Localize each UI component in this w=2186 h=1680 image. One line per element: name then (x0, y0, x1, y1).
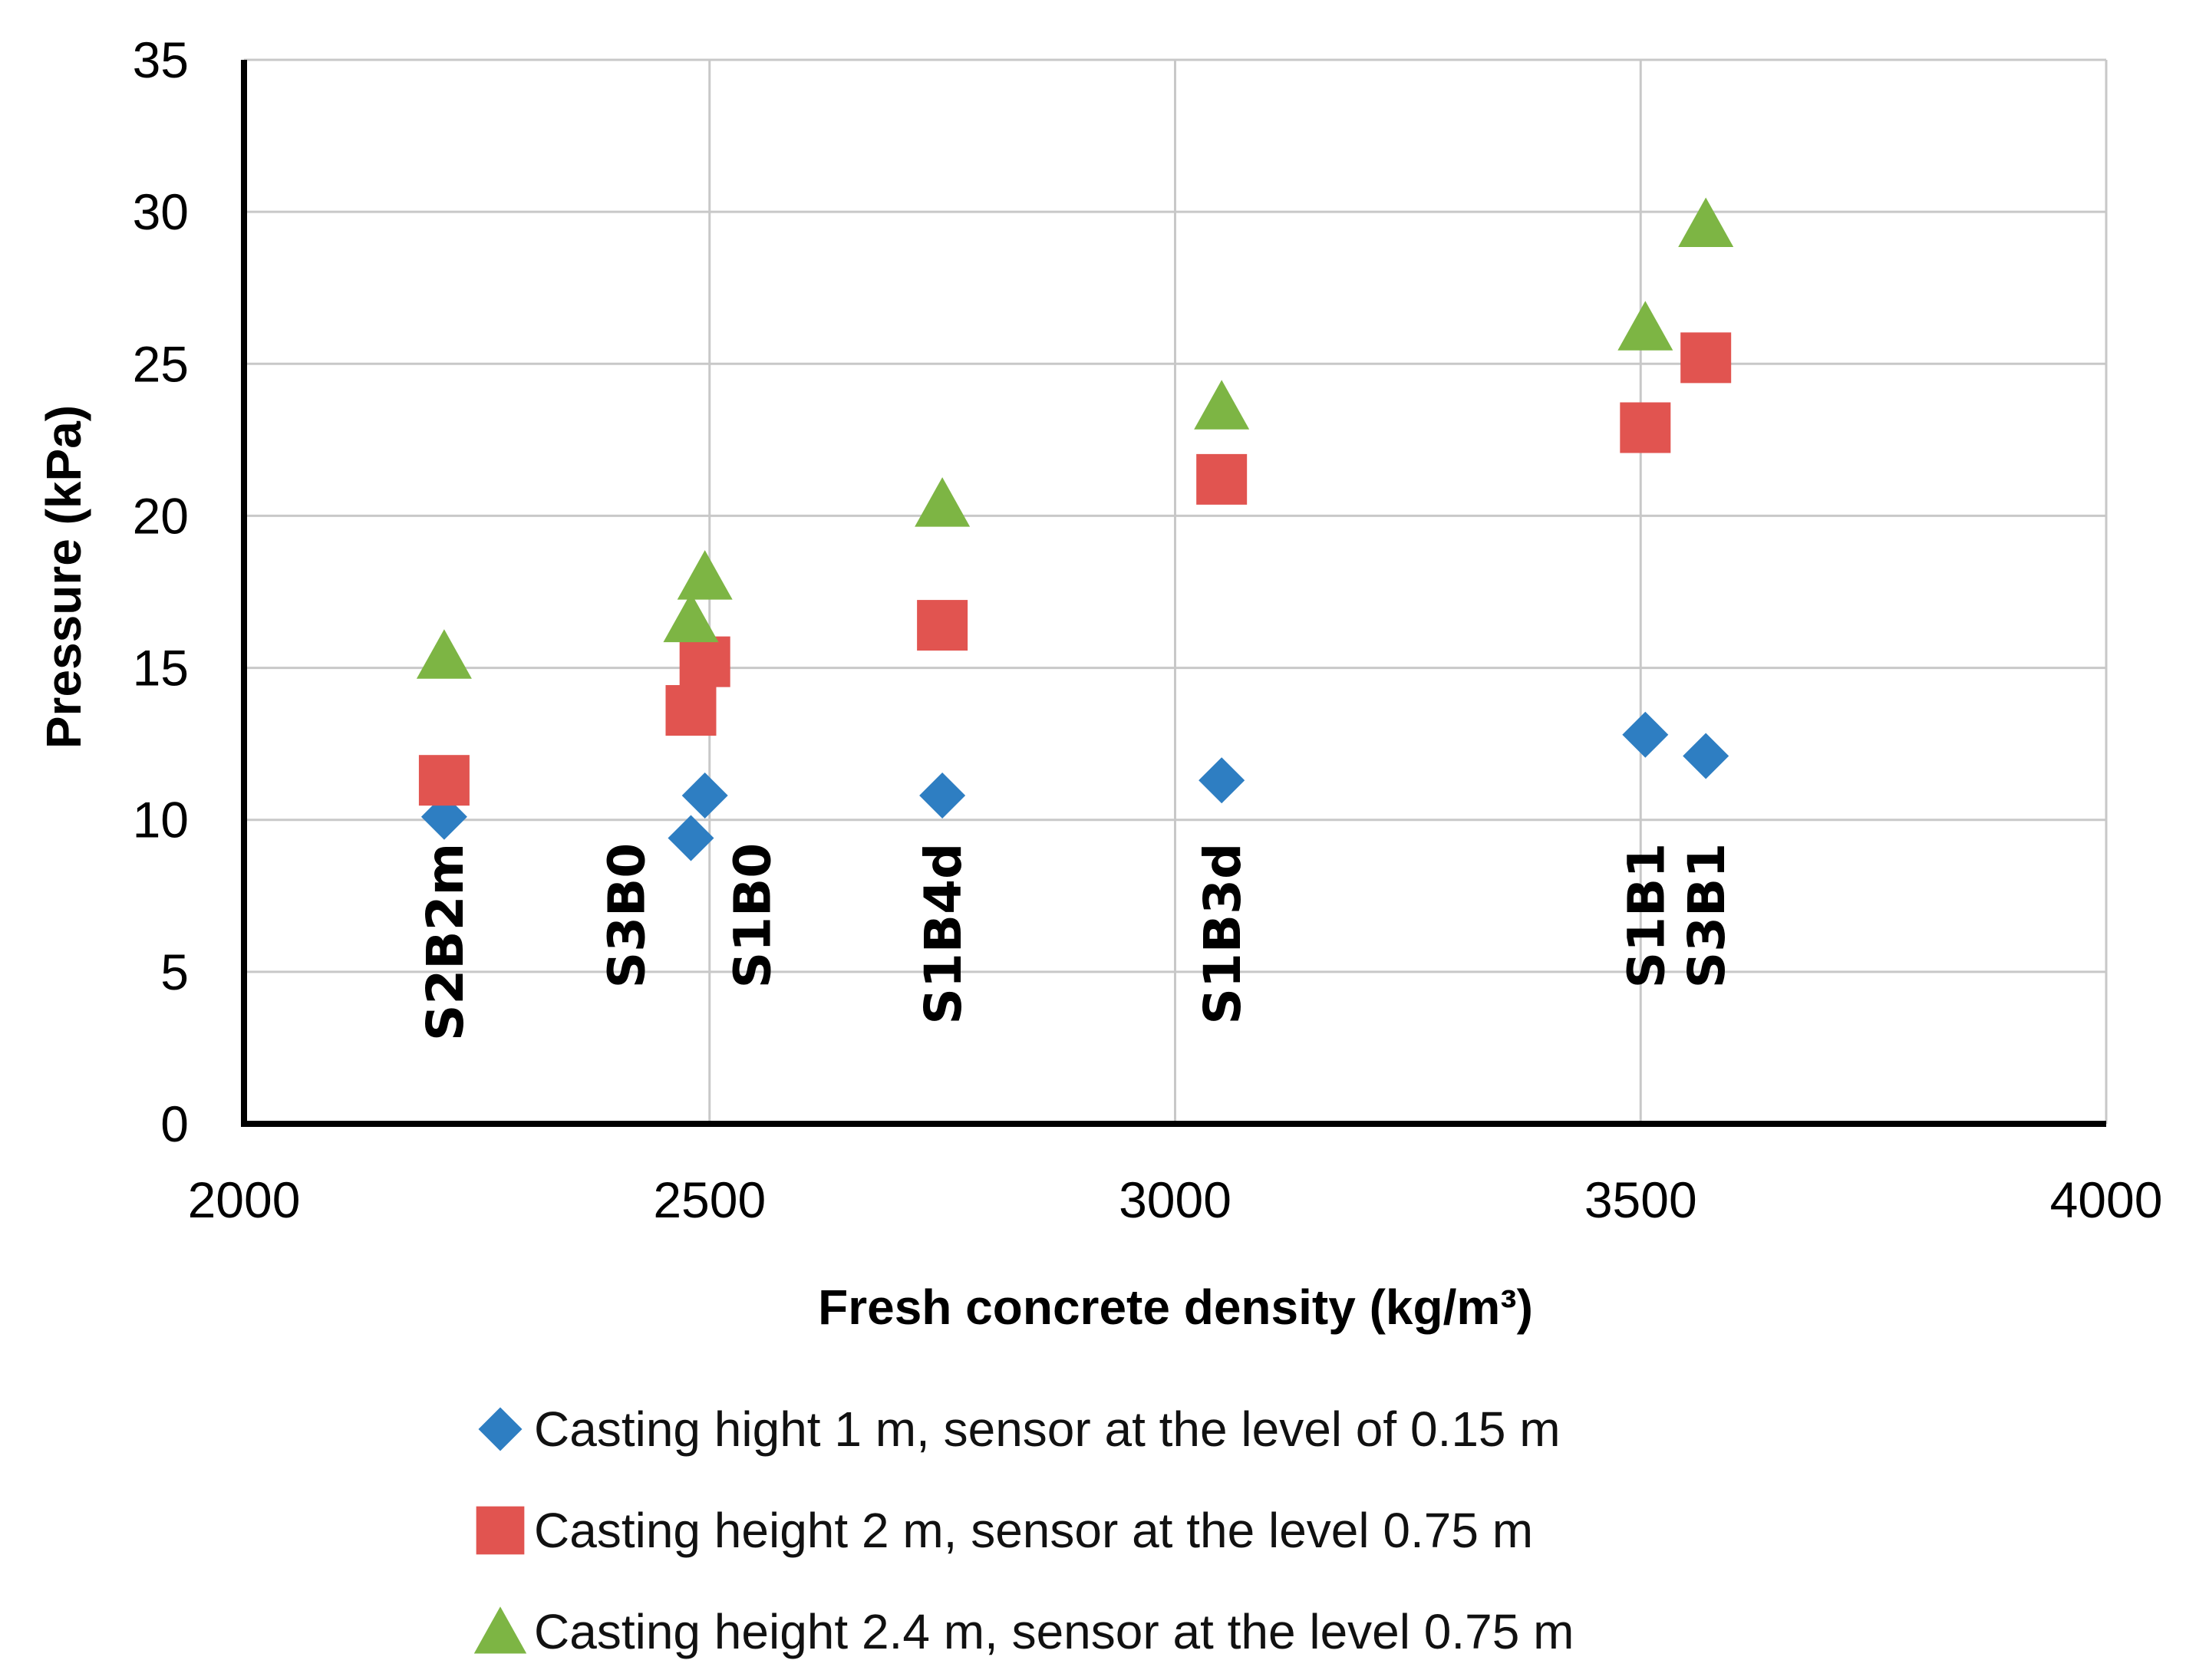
x-tick-labels: 2000 2500 3000 3500 4000 (188, 1171, 2163, 1228)
legend-square-marker (476, 1506, 525, 1555)
diamond-data-point (1199, 757, 1245, 804)
point-annotations: S2B2m S3B0 S1B0 S1B4d S1B3d S1B1 S3B1 (416, 843, 1736, 1041)
legend-triangle-marker (473, 1606, 527, 1654)
x-axis-title: Fresh concrete density (kg/m³) (818, 1280, 1533, 1335)
diamond-data-point (919, 772, 966, 819)
triangle-data-point (677, 550, 733, 600)
diamond-data-point (1683, 733, 1729, 779)
y-tick-label: 15 (133, 640, 189, 697)
triangle-data-point (1678, 197, 1734, 247)
point-label: S1B1 (1617, 843, 1676, 989)
data-points (416, 197, 1734, 861)
y-tick-label: 5 (160, 944, 189, 1000)
y-tick-label: 35 (133, 31, 189, 88)
legend: Casting hight 1 m, sensor at the level o… (473, 1402, 1574, 1659)
square-data-point (418, 755, 470, 806)
square-data-point (917, 600, 968, 651)
square-data-point (1620, 402, 1671, 453)
diamond-data-point (668, 815, 714, 861)
triangle-data-point (1194, 380, 1250, 430)
diamond-data-point (1622, 711, 1669, 758)
x-tick-label: 3500 (1584, 1171, 1697, 1228)
triangle-data-point (1617, 301, 1673, 351)
y-tick-label: 0 (160, 1095, 189, 1152)
triangle-data-point (915, 477, 971, 527)
y-tick-labels: 0 5 10 15 20 25 30 35 (133, 31, 189, 1152)
triangle-data-point (416, 629, 472, 679)
diamond-data-point (681, 772, 728, 819)
point-label: S3B0 (598, 843, 657, 989)
point-label: S1B0 (723, 843, 782, 989)
grid-lines (244, 58, 2108, 1124)
point-label: S1B3d (1193, 843, 1252, 1025)
square-data-point (679, 636, 730, 687)
square-data-point (665, 685, 717, 736)
point-label: S1B4d (914, 843, 973, 1025)
point-label: S2B2m (416, 843, 475, 1041)
x-tick-label: 2000 (188, 1171, 301, 1228)
x-tick-label: 3000 (1119, 1171, 1231, 1228)
legend-diamond-marker (478, 1407, 523, 1451)
y-axis-title: Pressure (kPa) (36, 405, 91, 749)
y-tick-label: 10 (133, 792, 189, 848)
x-tick-label: 4000 (2050, 1171, 2163, 1228)
square-data-point (1680, 332, 1732, 384)
y-tick-label: 25 (133, 335, 189, 392)
legend-entry-label: Casting hight 1 m, sensor at the level o… (534, 1402, 1561, 1457)
y-tick-label: 20 (133, 487, 189, 544)
square-data-point (1196, 453, 1248, 505)
y-tick-label: 30 (133, 183, 189, 240)
triangle-data-point (663, 592, 719, 643)
x-tick-label: 2500 (653, 1171, 766, 1228)
legend-entry-label: Casting height 2 m, sensor at the level … (534, 1503, 1533, 1558)
point-label: S3B1 (1677, 843, 1736, 989)
legend-entry-label: Casting height 2.4 m, sensor at the leve… (534, 1604, 1574, 1659)
axes (241, 60, 2106, 1127)
